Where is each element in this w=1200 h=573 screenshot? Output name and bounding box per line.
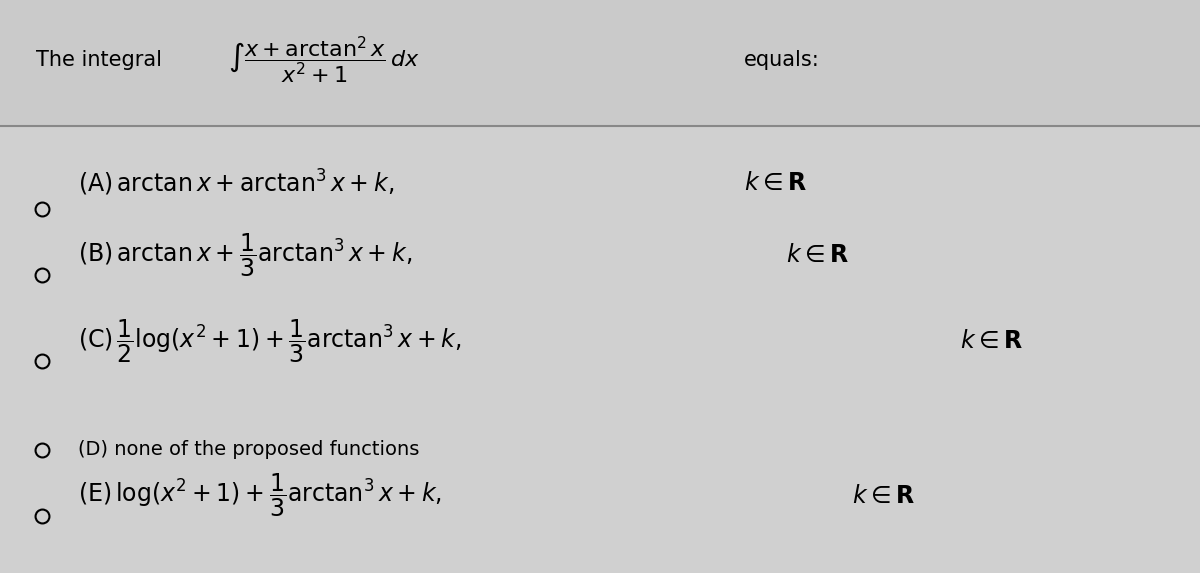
Text: The integral: The integral [36, 50, 162, 70]
Text: $\int \dfrac{x + \arctan^2 x}{x^2 + 1}\,dx$: $\int \dfrac{x + \arctan^2 x}{x^2 + 1}\,… [228, 34, 420, 86]
Text: $k \in \mathbf{R}$: $k \in \mathbf{R}$ [960, 329, 1024, 353]
Text: equals:: equals: [744, 50, 820, 70]
Text: $\mathrm{(C)}\,\dfrac{1}{2}\log(x^2 + 1) + \dfrac{1}{3}\arctan^3 x + k,$: $\mathrm{(C)}\,\dfrac{1}{2}\log(x^2 + 1)… [78, 317, 462, 364]
FancyBboxPatch shape [0, 0, 1200, 126]
Text: $k \in \mathbf{R}$: $k \in \mathbf{R}$ [744, 171, 808, 195]
Text: $k \in \mathbf{R}$: $k \in \mathbf{R}$ [786, 243, 850, 267]
Text: $\mathrm{(B)}\,\arctan x + \dfrac{1}{3}\arctan^3 x + k,$: $\mathrm{(B)}\,\arctan x + \dfrac{1}{3}\… [78, 231, 412, 278]
Text: $\mathrm{(E)}\,\log(x^2 + 1) + \dfrac{1}{3}\arctan^3 x + k,$: $\mathrm{(E)}\,\log(x^2 + 1) + \dfrac{1}… [78, 472, 442, 519]
Text: $k \in \mathbf{R}$: $k \in \mathbf{R}$ [852, 484, 916, 508]
Text: $\mathrm{(A)}\,\arctan x + \arctan^3 x + k,$: $\mathrm{(A)}\,\arctan x + \arctan^3 x +… [78, 168, 394, 198]
Text: (D) none of the proposed functions: (D) none of the proposed functions [78, 440, 419, 460]
